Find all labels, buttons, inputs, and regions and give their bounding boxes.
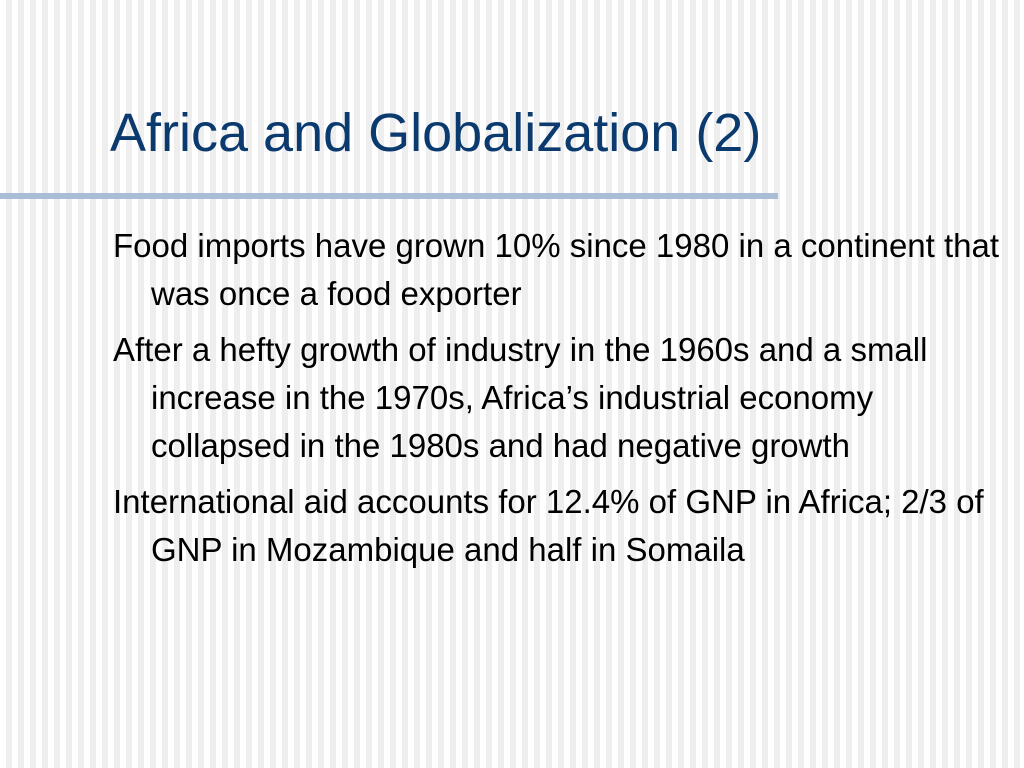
bullet: International aid accounts for 12.4% of …: [113, 483, 984, 568]
bullet-list: Food imports have grown 10% since 1980 i…: [113, 222, 1008, 582]
bullet: Food imports have grown 10% since 1980 i…: [113, 227, 1000, 312]
title-rule: [0, 193, 778, 199]
slide-title: Africa and Globalization (2): [110, 103, 762, 163]
bullet: After a hefty growth of industry in the …: [113, 331, 928, 464]
